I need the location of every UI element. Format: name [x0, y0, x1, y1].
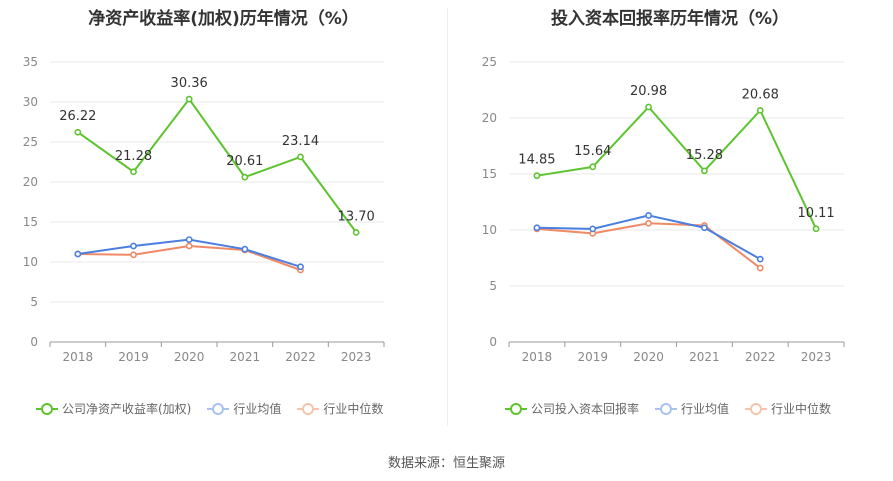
roic-y-tick-label: 10: [482, 223, 497, 237]
roic-y-tick-label: 15: [482, 167, 497, 181]
roe-chart-plot: 0 5 10 15 20 25 30 35 2018 2019 2020 2021 2022 2023 26…: [23, 55, 385, 364]
roic-y-tick-label: 5: [489, 279, 497, 293]
roic-data-label: 20.68: [742, 87, 779, 102]
roic-company-point[interactable]: [645, 103, 652, 111]
legend-label-industry-median: 行业中位数: [323, 402, 384, 416]
roic-industry-avg-point[interactable]: [701, 224, 708, 232]
legend-company-marker-icon: [36, 402, 58, 415]
data-source-note: 数据来源：恒生聚源: [387, 456, 505, 471]
roe-x-tick-label: 2022: [285, 350, 316, 364]
roe-data-label: 26.22: [59, 109, 96, 124]
roic-x-tick-label: 2019: [577, 350, 608, 364]
roe-industry-median-point[interactable]: [185, 242, 193, 250]
panel-divider: [447, 8, 448, 426]
roic-chart-plot: 0 5 10 15 20 25 2018 2019 2020 2021 2022 2023 14.85 1…: [482, 55, 845, 364]
roic-x-tick-label: 2022: [745, 350, 776, 364]
roic-chart-title: 投入资本回报率历年情况（%）: [550, 9, 790, 29]
legend-company-marker-icon: [505, 402, 527, 415]
roe-chart-title: 净资产收益率(加权)历年情况（%）: [88, 9, 359, 29]
roe-x-tick-label: 2023: [341, 350, 372, 364]
roic-x-tick-label: 2023: [801, 350, 832, 364]
roic-industry-median-point[interactable]: [756, 264, 764, 272]
roic-y-tick-label: 0: [489, 335, 497, 349]
roe-company-point[interactable]: [130, 168, 137, 176]
roe-industry-avg-point[interactable]: [185, 236, 193, 243]
roic-industry-median-point[interactable]: [645, 219, 652, 227]
legend-label-industry-median: 行业中位数: [771, 402, 832, 416]
roe-company-line: [77, 98, 357, 233]
roe-chart-panel: 净资产收益率(加权)历年情况（%） 0 5 10 15 20 25 30 35 2018 2019…: [0, 0, 447, 430]
roic-y-tick-label: 20: [482, 111, 497, 125]
legend-label-industry-avg: 行业均值: [233, 402, 282, 416]
roic-company-line: [536, 106, 817, 230]
roic-company-point[interactable]: [701, 167, 708, 175]
roic-industry-avg-point[interactable]: [756, 255, 764, 263]
legend-median-marker-icon: [297, 402, 320, 415]
roic-industry-avg-point[interactable]: [645, 212, 652, 219]
legend-item-company-roic[interactable]: 公司投入资本回报率: [505, 400, 639, 417]
roe-company-point[interactable]: [74, 128, 82, 136]
roe-industry-avg-point[interactable]: [74, 250, 82, 258]
roe-data-label: 30.36: [171, 76, 208, 91]
roic-data-label: 20.98: [630, 84, 667, 99]
roe-industry-avg-point[interactable]: [241, 245, 249, 253]
roe-company-point[interactable]: [185, 95, 193, 103]
legend-item-industry-avg[interactable]: 行业均值: [207, 400, 281, 417]
roic-x-tick-label: 2021: [689, 350, 720, 364]
roe-industry-avg-point[interactable]: [130, 242, 137, 250]
legend-item-company-roe[interactable]: 公司净资产收益率(加权): [36, 400, 191, 417]
roe-y-tick-label: 30: [23, 95, 38, 109]
roe-industry-median-point[interactable]: [130, 251, 137, 259]
legend-label-industry-avg: 行业均值: [681, 402, 730, 416]
legend-label-company-roe: 公司净资产收益率(加权): [62, 402, 192, 416]
roe-x-tick-label: 2021: [230, 350, 261, 364]
roe-data-label: 23.14: [282, 134, 319, 149]
roe-industry-avg-point[interactable]: [297, 263, 304, 271]
roe-x-tick-label: 2018: [63, 350, 94, 364]
roe-data-label: 13.70: [338, 209, 375, 224]
legend-avg-marker-icon: [207, 402, 230, 415]
roic-data-label: 14.85: [518, 153, 555, 168]
roe-y-tick-label: 35: [23, 55, 38, 69]
roe-x-tick-label: 2020: [174, 350, 205, 364]
roe-chart-legend: 公司净资产收益率(加权) 行业均值 行业中位数: [36, 400, 383, 417]
roe-y-tick-label: 15: [23, 215, 38, 229]
roic-company-point[interactable]: [533, 172, 541, 180]
legend-median-marker-icon: [745, 402, 768, 415]
roe-x-tick-label: 2019: [118, 350, 149, 364]
roic-company-point[interactable]: [589, 163, 597, 171]
legend-item-industry-avg[interactable]: 行业均值: [655, 400, 729, 417]
roic-company-point[interactable]: [812, 225, 820, 233]
roe-y-tick-label: 0: [30, 335, 38, 349]
roe-y-tick-label: 5: [30, 295, 38, 309]
legend-item-industry-median[interactable]: 行业中位数: [745, 400, 831, 417]
roic-company-point[interactable]: [756, 106, 764, 114]
roe-company-point[interactable]: [297, 153, 304, 161]
roe-data-label: 20.61: [226, 154, 263, 169]
roe-y-tick-label: 20: [23, 175, 38, 189]
roe-company-point[interactable]: [241, 173, 249, 181]
roic-data-label: 15.28: [686, 148, 723, 163]
legend-item-industry-median[interactable]: 行业中位数: [297, 400, 383, 417]
roic-y-tick-label: 25: [482, 55, 497, 69]
roe-y-tick-label: 10: [23, 255, 38, 269]
roe-company-point[interactable]: [352, 228, 360, 236]
roic-chart-legend: 公司投入资本回报率 行业均值 行业中位数: [505, 400, 831, 417]
roe-data-label: 21.28: [115, 149, 152, 164]
roic-x-tick-label: 2018: [522, 350, 553, 364]
roic-x-tick-label: 2020: [633, 350, 664, 364]
roic-industry-avg-point[interactable]: [589, 225, 597, 233]
roic-data-label: 10.11: [797, 206, 834, 221]
roic-chart-panel: 投入资本回报率历年情况（%） 0 5 10 15 20 25 2018 2019 2020 202…: [447, 0, 893, 430]
legend-avg-marker-icon: [655, 402, 678, 415]
legend-label-company-roic: 公司投入资本回报率: [531, 402, 640, 416]
roe-y-tick-label: 25: [23, 135, 38, 149]
roic-industry-avg-point[interactable]: [533, 224, 541, 232]
roic-data-label: 15.64: [574, 144, 611, 159]
